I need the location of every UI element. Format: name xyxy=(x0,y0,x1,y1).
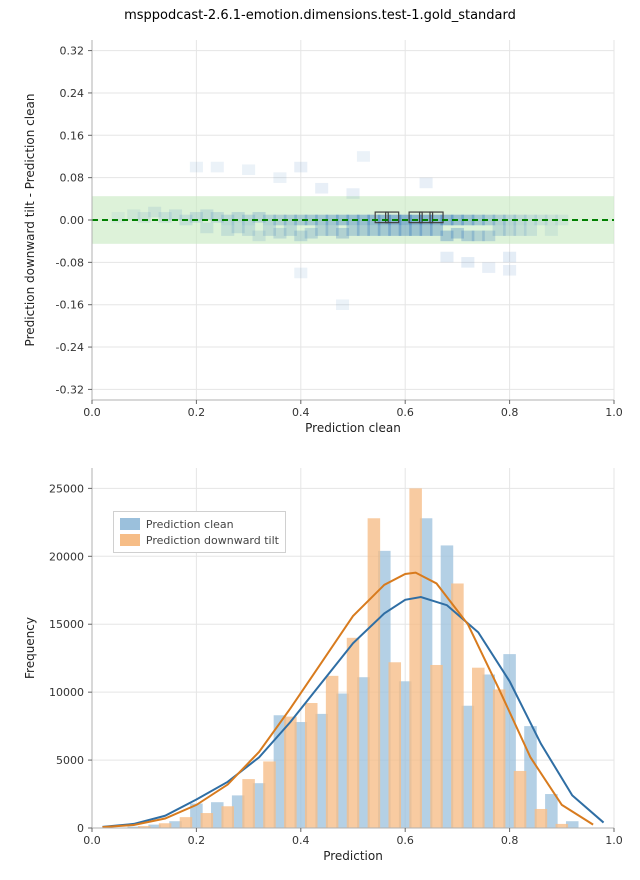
svg-text:0.4: 0.4 xyxy=(292,406,310,419)
svg-text:-0.24: -0.24 xyxy=(56,341,84,354)
svg-text:0.8: 0.8 xyxy=(501,406,518,419)
top-panel-svg: 0.00.20.40.60.81.0-0.32-0.24-0.16-0.080.… xyxy=(92,40,614,400)
svg-text:0.08: 0.08 xyxy=(60,172,85,185)
svg-text:Prediction: Prediction xyxy=(323,849,383,863)
svg-text:-0.32: -0.32 xyxy=(56,383,84,396)
svg-text:0.2: 0.2 xyxy=(188,406,206,419)
svg-text:0.4: 0.4 xyxy=(292,834,310,847)
svg-text:0.2: 0.2 xyxy=(188,834,206,847)
svg-text:1.0: 1.0 xyxy=(605,406,623,419)
legend-label: Prediction downward tilt xyxy=(146,534,279,547)
svg-text:-0.08: -0.08 xyxy=(56,256,84,269)
legend: Prediction clean Prediction downward tilt xyxy=(113,511,286,553)
legend-item: Prediction downward tilt xyxy=(120,532,279,548)
svg-text:0.6: 0.6 xyxy=(396,406,414,419)
svg-text:0.24: 0.24 xyxy=(60,87,85,100)
svg-text:10000: 10000 xyxy=(49,686,84,699)
svg-text:0.0: 0.0 xyxy=(83,834,101,847)
figure: msppodcast-2.6.1-emotion.dimensions.test… xyxy=(0,0,640,880)
svg-text:20000: 20000 xyxy=(49,550,84,563)
legend-label: Prediction clean xyxy=(146,518,234,531)
legend-swatch xyxy=(120,534,140,546)
svg-text:0.8: 0.8 xyxy=(501,834,518,847)
svg-text:Prediction clean: Prediction clean xyxy=(305,421,401,435)
svg-text:0.00: 0.00 xyxy=(60,214,85,227)
svg-text:0.6: 0.6 xyxy=(396,834,414,847)
legend-swatch xyxy=(120,518,140,530)
svg-text:1.0: 1.0 xyxy=(605,834,623,847)
svg-text:15000: 15000 xyxy=(49,618,84,631)
svg-text:5000: 5000 xyxy=(56,754,84,767)
svg-text:0.32: 0.32 xyxy=(60,45,85,58)
legend-item: Prediction clean xyxy=(120,516,279,532)
svg-text:25000: 25000 xyxy=(49,482,84,495)
svg-text:Frequency: Frequency xyxy=(23,617,37,679)
figure-title: msppodcast-2.6.1-emotion.dimensions.test… xyxy=(0,8,640,23)
svg-text:-0.16: -0.16 xyxy=(56,299,84,312)
svg-text:0.0: 0.0 xyxy=(83,406,101,419)
svg-text:0.16: 0.16 xyxy=(60,129,85,142)
svg-text:Prediction downward tilt - Pre: Prediction downward tilt - Prediction cl… xyxy=(23,94,37,347)
svg-text:0: 0 xyxy=(77,822,84,835)
